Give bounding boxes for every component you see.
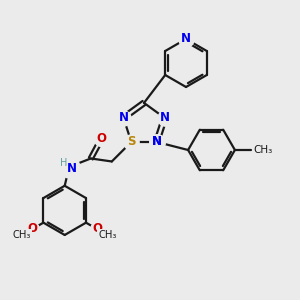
Text: S: S [127,136,136,148]
Text: O: O [28,223,38,236]
Text: N: N [118,111,128,124]
Text: H: H [60,158,68,168]
Text: N: N [67,162,76,175]
Text: N: N [152,136,162,148]
Text: CH₃: CH₃ [12,230,31,240]
Text: N: N [181,32,191,46]
Text: CH₃: CH₃ [99,230,117,240]
Text: N: N [152,136,162,148]
Text: O: O [92,223,102,236]
Text: CH₃: CH₃ [253,145,272,155]
Text: N: N [160,111,170,124]
Text: O: O [96,133,106,146]
